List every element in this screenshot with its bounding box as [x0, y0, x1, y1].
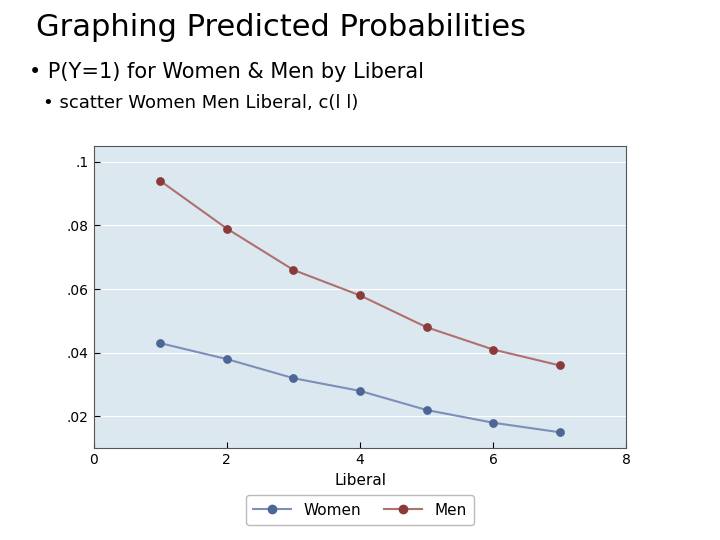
Text: Graphing Predicted Probabilities: Graphing Predicted Probabilities — [36, 14, 526, 43]
Point — [487, 345, 499, 354]
Legend: Women, Men: Women, Men — [246, 495, 474, 525]
Text: • scatter Women Men Liberal, c(l l): • scatter Women Men Liberal, c(l l) — [43, 94, 359, 112]
Point — [287, 266, 300, 274]
Point — [354, 387, 366, 395]
Point — [154, 339, 166, 347]
Point — [420, 323, 432, 332]
Text: • P(Y=1) for Women & Men by Liberal: • P(Y=1) for Women & Men by Liberal — [29, 62, 424, 82]
Point — [154, 177, 166, 185]
Point — [487, 418, 499, 427]
Point — [221, 224, 233, 233]
Point — [420, 406, 432, 414]
Point — [554, 428, 566, 437]
Point — [354, 291, 366, 300]
X-axis label: Liberal: Liberal — [334, 472, 386, 488]
Point — [554, 361, 566, 370]
Point — [221, 355, 233, 363]
Point — [287, 374, 300, 382]
